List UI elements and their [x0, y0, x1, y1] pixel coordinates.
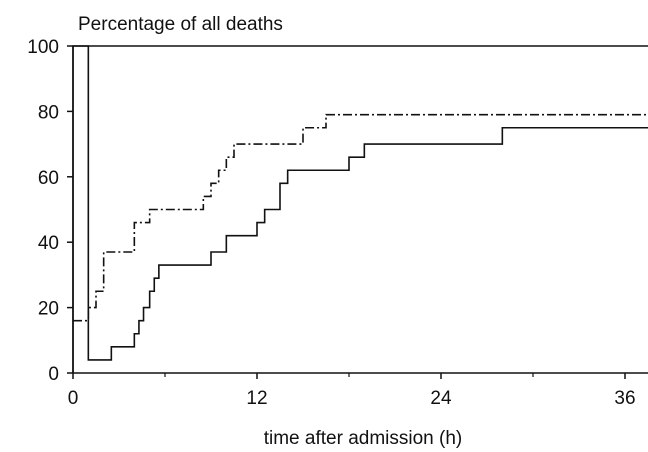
series-layer	[72, 45, 648, 373]
x-tick-label: 0	[68, 388, 79, 409]
y-tick-label: 20	[38, 299, 59, 320]
y-tick-label: 40	[38, 233, 59, 254]
series-line-solid	[72, 45, 648, 373]
y-tick-label: 0	[48, 364, 59, 385]
x-tick-label: 12	[246, 388, 267, 409]
y-tick-label: 100	[27, 37, 59, 58]
y-tick-label: 80	[38, 102, 59, 123]
y-tick-label: 60	[38, 168, 59, 189]
x-axis-label: time after admission (h)	[264, 428, 463, 449]
x-tick-label: 24	[430, 388, 452, 409]
axes: 0 20 40 60 80 100 0 12 24 36	[27, 37, 648, 409]
x-tick-label: 36	[614, 388, 635, 409]
chart-title: Percentage of all deaths	[78, 14, 283, 35]
series-line-dash-dot	[73, 113, 648, 322]
